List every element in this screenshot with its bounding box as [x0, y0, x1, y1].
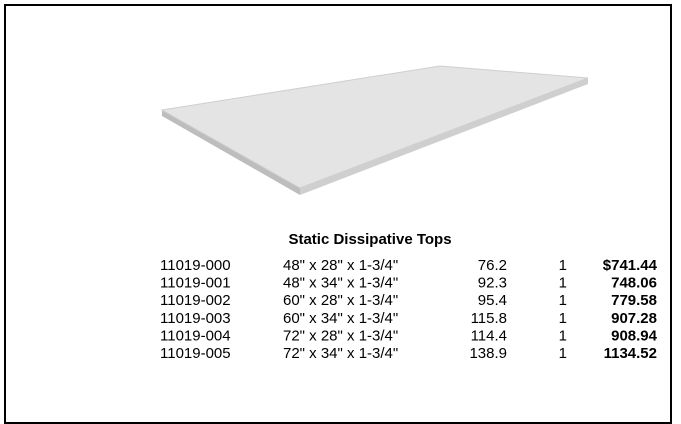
price: 1134.52 — [604, 345, 657, 362]
part-number: 11019-004 — [160, 327, 231, 344]
quantity: 1 — [559, 327, 567, 344]
slab-top — [160, 65, 589, 189]
price: 779.58 — [611, 292, 657, 309]
price: $741.44 — [603, 257, 658, 274]
size: 72" x 28" x 1-3/4" — [283, 327, 398, 344]
weight: 115.8 — [471, 310, 507, 327]
title: Static Dissipative Tops — [288, 231, 451, 248]
quantity: 1 — [559, 345, 567, 362]
slab-front — [300, 78, 588, 195]
price: 907.28 — [611, 310, 657, 327]
size: 48" x 28" x 1-3/4" — [283, 257, 398, 274]
quantity: 1 — [559, 257, 567, 274]
part-number: 11019-000 — [160, 257, 231, 274]
part-number: 11019-005 — [160, 345, 231, 362]
quantity: 1 — [559, 292, 567, 309]
weight: 114.4 — [471, 327, 507, 344]
size: 60" x 28" x 1-3/4" — [283, 292, 398, 309]
part-number: 11019-003 — [160, 310, 231, 327]
price: 908.94 — [611, 327, 658, 344]
table: 11019-000 48" x 28" x 1-3/4" 76.2 1 $741.44 1… — [160, 257, 658, 362]
part-number: 11019-002 — [160, 292, 231, 309]
weight: 138.9 — [469, 345, 507, 362]
weight: 76.2 — [478, 257, 507, 274]
quantity: 1 — [559, 275, 567, 292]
price: 748.06 — [611, 275, 657, 292]
slab-side — [162, 110, 300, 195]
size: 60" x 34" x 1-3/4" — [283, 310, 398, 327]
size: 48" x 34" x 1-3/4" — [283, 275, 398, 292]
weight: 92.3 — [478, 275, 507, 292]
product-image — [160, 65, 589, 195]
part-number: 11019-001 — [160, 275, 231, 292]
size: 72" x 34" x 1-3/4" — [283, 345, 398, 362]
quantity: 1 — [559, 310, 567, 327]
weight: 95.4 — [478, 292, 507, 309]
